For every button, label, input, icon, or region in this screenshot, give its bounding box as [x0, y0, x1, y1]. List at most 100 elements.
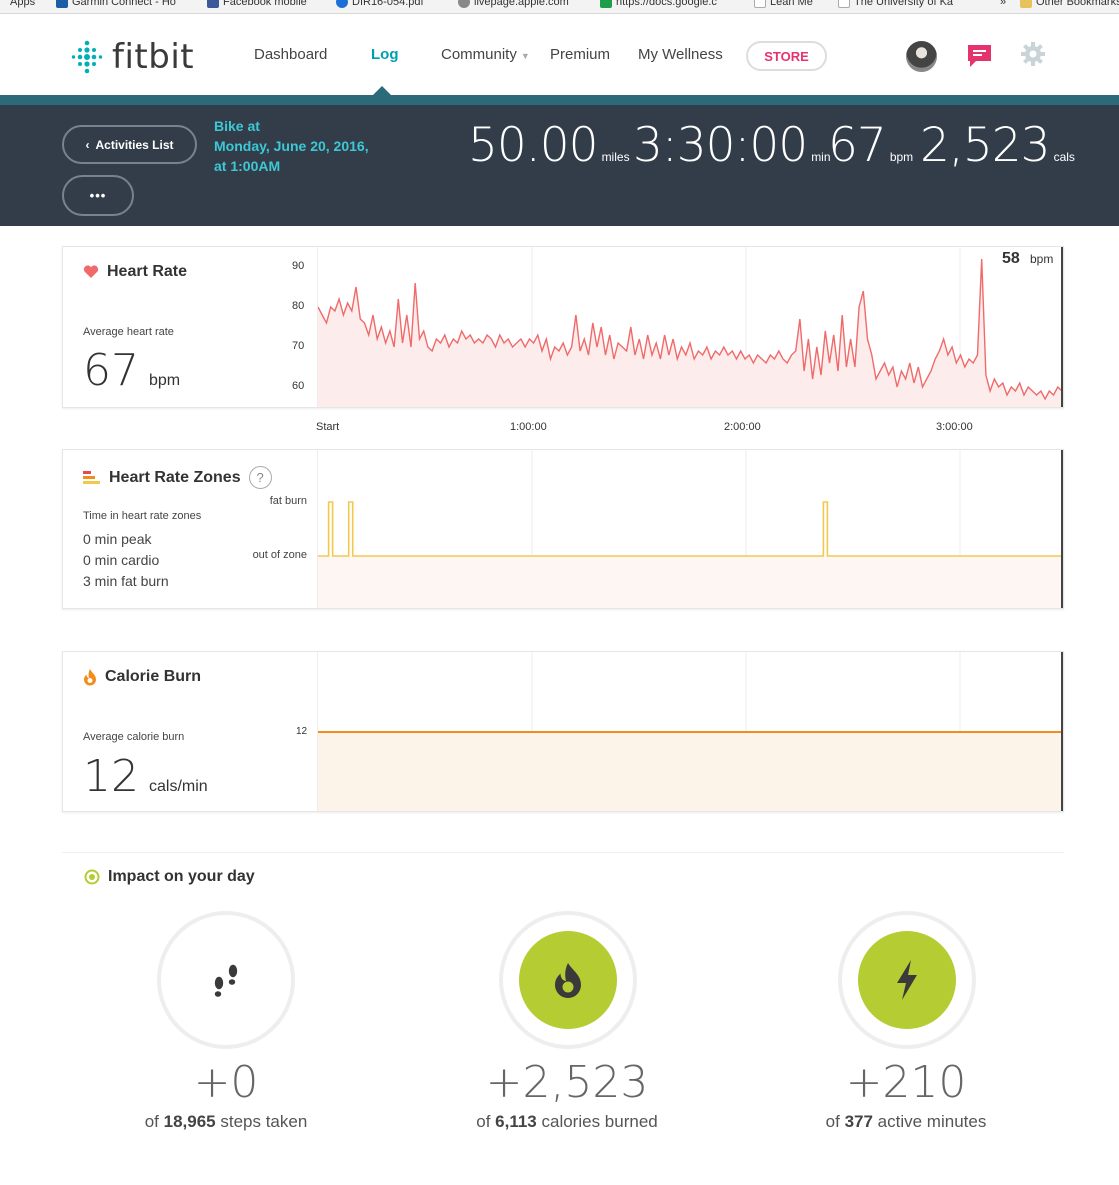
avg-calorie-unit: cals/min — [149, 778, 208, 795]
zone-label-fat-burn: fat burn — [269, 495, 307, 507]
impact-title-text: Impact on your day — [108, 868, 255, 885]
active-of: of — [825, 1112, 840, 1131]
calories-ring-inner — [519, 931, 617, 1029]
activity-header: ‹ Activities List ••• Bike at Monday, Ju… — [0, 105, 1119, 226]
x-tick-label: Start — [316, 421, 340, 433]
zones-subtitle: Time in heart rate zones — [83, 510, 202, 522]
bookmark-university[interactable]: The University of Ka — [838, 0, 953, 8]
bookmarks-overflow[interactable]: » — [1000, 0, 1007, 8]
y-tick-label: 90 — [292, 260, 305, 272]
avg-heart-rate-unit: bpm — [149, 372, 181, 389]
sheets-icon — [600, 0, 612, 8]
messages-icon[interactable] — [966, 43, 993, 69]
info-icon — [336, 0, 348, 8]
flame-icon — [555, 963, 581, 998]
y-tick-label: 80 — [292, 300, 305, 312]
stat-duration: 3:30:00 min — [633, 118, 831, 173]
bookmark-garmin[interactable]: Garmin Connect - Ho — [56, 0, 176, 8]
stat-heart-rate-value: 67 — [828, 118, 887, 173]
nav-premium[interactable]: Premium — [550, 46, 611, 63]
bookmark-apps[interactable]: Apps — [10, 0, 36, 8]
calories-label: calories burned — [541, 1112, 658, 1131]
zone-label-out-of-zone: out of zone — [252, 549, 307, 561]
calorie-area — [318, 732, 1062, 811]
calorie-burn-panel: Calorie Burn Average calorie burn 12 cals… — [62, 651, 1064, 812]
target-icon — [84, 869, 100, 885]
nav-my-wellness[interactable]: My Wellness — [638, 46, 723, 63]
footsteps-icon — [214, 964, 238, 997]
nav-dashboard[interactable]: Dashboard — [254, 46, 328, 63]
x-tick-label: 2:00:00 — [724, 421, 761, 433]
steps-impact-caption: of 18,965 steps taken — [76, 1112, 376, 1132]
stat-calories: 2,523 cals — [920, 118, 1075, 173]
zones-bars-icon — [83, 470, 100, 484]
steps-ring-inner — [177, 931, 275, 1029]
bookmark-facebook[interactable]: Facebook mobile — [207, 0, 307, 8]
heart-rate-area — [318, 259, 1062, 407]
heart-rate-summary: Heart Rate Average heart rate 67 bpm — [63, 247, 317, 407]
activities-list-label: Activities List — [95, 137, 174, 152]
flame-icon — [84, 669, 96, 686]
stat-distance-unit: miles — [601, 150, 630, 164]
calorie-title-text: Calorie Burn — [105, 668, 202, 685]
calorie-title: Calorie Burn — [83, 668, 201, 686]
bookmark-lean-me[interactable]: Lean Me — [754, 0, 813, 8]
calories-of: of — [476, 1112, 491, 1131]
nav-community-label: Community — [441, 46, 517, 63]
heart-rate-line — [317, 258, 1063, 401]
y-tick-label: 60 — [292, 380, 305, 392]
heart-rate-zones-panel: Heart Rate Zones ? Time in heart rate zo… — [62, 449, 1064, 609]
store-button[interactable]: STORE — [746, 41, 827, 71]
calorie-summary: Calorie Burn Average calorie burn 12 cals… — [63, 652, 317, 811]
help-icon[interactable]: ? — [248, 466, 272, 489]
impact-divider — [62, 852, 1064, 853]
active-minutes-ring-inner — [858, 931, 956, 1029]
steps-ring — [157, 911, 295, 1049]
stat-distance-value: 50.00 — [468, 118, 599, 173]
current-bpm-value: 58 — [1002, 250, 1020, 267]
calories-total: 6,113 — [495, 1112, 537, 1131]
heart-rate-chart[interactable]: 58 bpm — [317, 247, 1064, 407]
avatar[interactable] — [906, 41, 937, 72]
steps-total: 18,965 — [163, 1112, 216, 1131]
activities-list-button[interactable]: ‹ Activities List — [62, 125, 197, 164]
impact-title: Impact on your day — [84, 868, 255, 886]
zones-chart[interactable] — [318, 450, 1064, 608]
bookmark-pdf[interactable]: DIR16-054.pdf — [336, 0, 424, 8]
bookmark-livepage[interactable]: livepage.apple.com — [458, 0, 569, 8]
y-tick-label: 12 — [296, 726, 308, 737]
nav-active-pointer — [372, 86, 392, 96]
nav-community[interactable]: Community ▼ — [441, 46, 530, 63]
steps-of: of — [144, 1112, 159, 1131]
bookmark-google-docs[interactable]: https://docs.google.c — [600, 0, 717, 8]
gear-icon[interactable] — [1020, 41, 1046, 67]
page-icon — [838, 0, 850, 8]
heart-rate-panel: Heart Rate Average heart rate 67 bpm 58 bp… — [62, 246, 1064, 408]
zone-cardio: 0 min cardio — [83, 552, 160, 568]
avg-heart-rate-label: Average heart rate — [83, 326, 174, 338]
caret-down-icon: ▼ — [520, 51, 530, 61]
y-tick-label: 70 — [292, 340, 305, 352]
heart-rate-chart-area: 58 bpm — [317, 247, 1063, 407]
chevron-left-icon: ‹ — [85, 137, 90, 152]
stat-duration-unit: min — [811, 150, 831, 164]
avg-calorie: 12 cals/min — [83, 751, 208, 802]
nav-log[interactable]: Log — [371, 46, 399, 63]
top-nav: fitbit Dashboard Log Community ▼ Premium … — [0, 15, 1119, 95]
page-icon — [754, 0, 766, 8]
more-options-button[interactable]: ••• — [62, 175, 134, 216]
bolt-icon — [897, 960, 917, 1000]
active-impact-caption: of 377 active minutes — [756, 1112, 1056, 1132]
calorie-chart[interactable] — [318, 652, 1064, 811]
avg-calorie-label: Average calorie burn — [83, 731, 185, 743]
zones-line — [318, 501, 1062, 557]
heart-rate-title-text: Heart Rate — [107, 263, 188, 280]
stat-distance: 50.00 miles — [468, 118, 630, 173]
garmin-icon — [56, 0, 68, 8]
fitbit-logo[interactable]: fitbit — [70, 37, 194, 77]
bookmark-other[interactable]: Other Bookmarks — [1020, 0, 1119, 8]
steps-label: steps taken — [220, 1112, 308, 1131]
zones-title-text: Heart Rate Zones — [109, 468, 241, 486]
zone-fat-burn: 3 min fat burn — [83, 573, 169, 589]
stat-duration-value: 3:30:00 — [633, 118, 808, 173]
